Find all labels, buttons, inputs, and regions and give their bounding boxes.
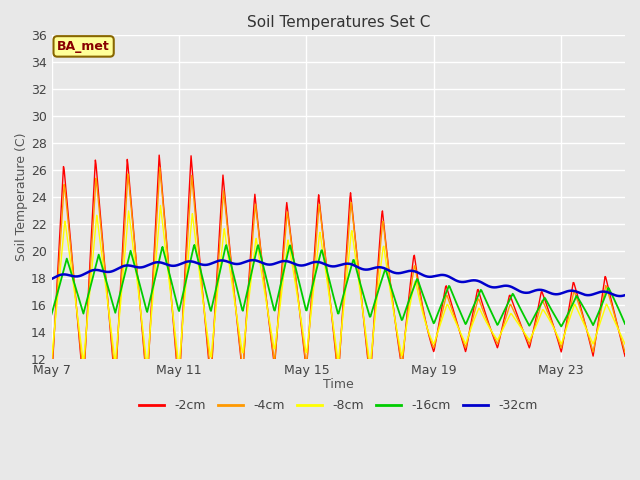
-16cm	[182, 276, 190, 282]
-16cm	[511, 296, 519, 301]
X-axis label: Time: Time	[323, 378, 354, 391]
-4cm	[374, 274, 381, 280]
-8cm	[47, 356, 55, 362]
Text: BA_met: BA_met	[57, 40, 110, 53]
-4cm	[288, 246, 296, 252]
-4cm	[68, 259, 76, 264]
Line: -2cm: -2cm	[51, 155, 625, 388]
-8cm	[68, 271, 76, 277]
-16cm	[68, 273, 76, 279]
-8cm	[184, 261, 191, 266]
-16cm	[257, 253, 265, 259]
-2cm	[374, 264, 381, 270]
-16cm	[47, 312, 55, 317]
Legend: -2cm, -4cm, -8cm, -16cm, -32cm: -2cm, -4cm, -8cm, -16cm, -32cm	[134, 395, 543, 418]
-2cm	[512, 309, 520, 314]
-32cm	[373, 264, 381, 270]
-4cm	[156, 165, 164, 170]
-32cm	[257, 259, 265, 265]
-32cm	[511, 286, 519, 292]
-4cm	[512, 313, 520, 319]
-8cm	[621, 341, 629, 347]
-8cm	[288, 261, 296, 266]
-2cm	[184, 216, 191, 221]
-2cm	[68, 255, 76, 261]
-4cm	[258, 255, 266, 261]
Line: -16cm: -16cm	[51, 245, 625, 326]
-2cm	[288, 244, 296, 250]
Line: -4cm: -4cm	[51, 168, 625, 381]
-32cm	[249, 257, 257, 263]
-16cm	[191, 242, 198, 248]
-32cm	[621, 292, 629, 298]
-2cm	[175, 385, 183, 391]
Y-axis label: Soil Temperature (C): Soil Temperature (C)	[15, 133, 28, 262]
-4cm	[184, 234, 191, 240]
-16cm	[373, 291, 381, 297]
-16cm	[287, 248, 295, 253]
-8cm	[258, 270, 266, 276]
-4cm	[143, 378, 151, 384]
Title: Soil Temperatures Set C: Soil Temperatures Set C	[246, 15, 430, 30]
-2cm	[621, 353, 629, 359]
-8cm	[143, 363, 151, 369]
-8cm	[512, 318, 520, 324]
-32cm	[68, 273, 76, 279]
-4cm	[47, 372, 55, 378]
Line: -32cm: -32cm	[51, 260, 625, 296]
-8cm	[157, 203, 164, 208]
Line: -8cm: -8cm	[51, 205, 625, 366]
-32cm	[616, 293, 623, 299]
-2cm	[156, 152, 163, 158]
-2cm	[258, 253, 266, 259]
-2cm	[47, 380, 55, 386]
-16cm	[621, 321, 629, 327]
-32cm	[47, 276, 55, 282]
-32cm	[182, 259, 190, 264]
-16cm	[557, 324, 565, 329]
-8cm	[374, 289, 381, 295]
-4cm	[621, 349, 629, 355]
-32cm	[287, 260, 295, 265]
